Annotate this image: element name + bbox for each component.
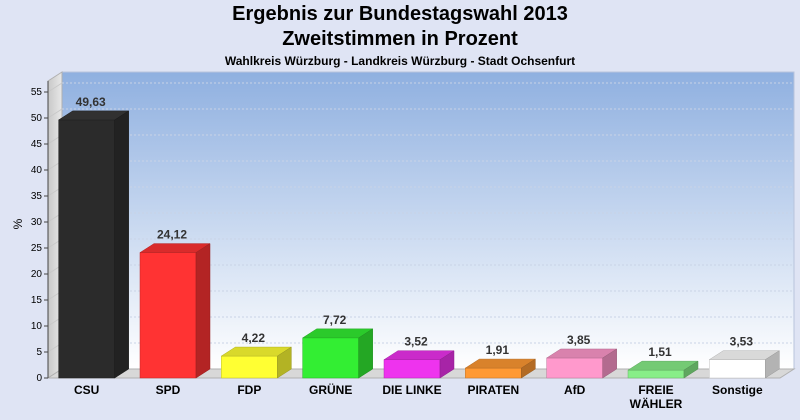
gridline-side: [47, 108, 63, 119]
data-label: 24,12: [157, 228, 187, 242]
chart-district-subtitle: Wahlkreis Würzburg - Landkreis Würzburg …: [224, 54, 576, 68]
y-tick-label: 25: [31, 243, 43, 254]
bar-front: [302, 337, 359, 379]
x-tick-label: FREIE: [638, 383, 673, 397]
bar-sonstige: [708, 350, 781, 379]
gridline-side: [47, 82, 63, 93]
y-tick-label: 15: [31, 295, 43, 306]
y-tick-label: 55: [31, 87, 43, 98]
bar-die-linke: [383, 350, 455, 379]
bar-side: [439, 350, 455, 379]
bar-side: [765, 350, 780, 379]
bar-front: [546, 357, 603, 379]
chart-title: Ergebnis zur Bundestagswahl 2013: [232, 3, 568, 25]
bar-front: [58, 119, 115, 379]
bar-spd: [139, 243, 211, 379]
bar-side: [114, 110, 129, 379]
chart-subtitle: Zweitstimmen in Prozent: [282, 28, 518, 50]
x-tick-label: GRÜNE: [309, 382, 352, 397]
bar-grüne: [301, 328, 374, 379]
data-label: 3,52: [404, 335, 428, 349]
x-tick-label: SPD: [156, 383, 181, 397]
y-tick-label: 45: [31, 139, 43, 150]
bar-afd: [545, 348, 618, 379]
x-tick-label: PIRATEN: [467, 383, 519, 397]
data-label: 1,91: [486, 343, 510, 357]
bar-side: [683, 360, 699, 379]
bar-front: [383, 359, 441, 379]
bar-side: [277, 346, 292, 379]
bar-side: [521, 358, 536, 379]
y-tick-label: 20: [31, 269, 43, 280]
bar-side: [358, 328, 373, 379]
y-tick-label: 40: [31, 165, 43, 176]
y-axis-label: %: [11, 218, 25, 229]
x-tick-label: CSU: [74, 383, 99, 397]
bar-freie-wähler: [627, 360, 699, 379]
bar-front: [709, 359, 766, 379]
x-tick-label: Sonstige: [712, 383, 763, 397]
bar-side: [195, 243, 211, 379]
x-tick-label: FDP: [237, 383, 261, 397]
x-tick-label: DIE LINKE: [382, 383, 441, 397]
y-tick-label: 50: [31, 113, 43, 124]
data-label: 1,51: [648, 345, 672, 359]
y-tick-label: 10: [31, 321, 43, 332]
data-label: 3,85: [567, 333, 591, 347]
bar-front: [139, 252, 197, 379]
bar-front: [627, 369, 685, 379]
bar-front: [465, 367, 522, 379]
y-tick-label: 5: [36, 347, 42, 358]
bar-front: [221, 355, 278, 379]
x-tick-label: WÄHLER: [630, 396, 683, 411]
data-label: 7,72: [323, 313, 347, 327]
y-tick-label: 30: [31, 217, 43, 228]
y-tick-label: 35: [31, 191, 43, 202]
data-label: 4,22: [242, 331, 266, 345]
bar-side: [602, 348, 617, 379]
bar-fdp: [220, 346, 293, 379]
x-tick-label: AfD: [564, 383, 586, 397]
bar-piraten: [464, 358, 537, 379]
data-label: 49,63: [76, 95, 106, 109]
data-label: 3,53: [730, 335, 754, 349]
bar-csu: [57, 110, 130, 379]
y-tick-label: 0: [36, 373, 42, 384]
